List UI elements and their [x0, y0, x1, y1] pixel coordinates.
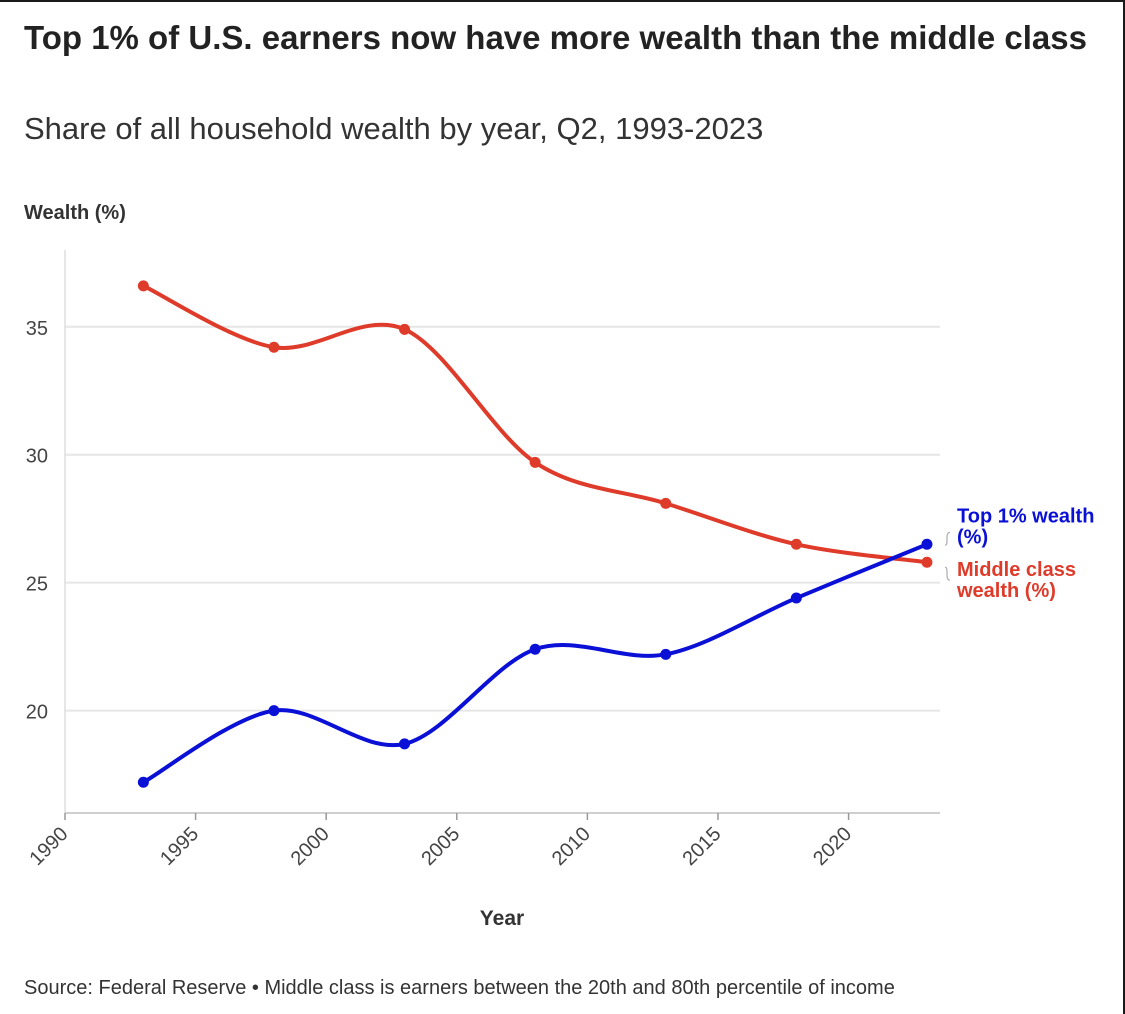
top-1-line — [141, 542, 929, 785]
middle-class-point-2023 — [921, 556, 933, 568]
middle-class-point-1993 — [137, 280, 149, 292]
middle-class-point-2013 — [660, 497, 672, 509]
x-tick-label: 1995 — [156, 823, 203, 870]
top-1-point-2008 — [529, 643, 541, 655]
top-1-point-2023 — [921, 538, 933, 550]
top-1-series-label: Top 1% wealth (%) — [957, 505, 1094, 548]
y-tick-label: 25 — [26, 574, 48, 596]
x-tick-label: 2020 — [809, 823, 856, 870]
x-tick-label: 2000 — [287, 823, 334, 870]
middle-class-point-2003 — [399, 323, 411, 335]
gridlines — [65, 325, 940, 712]
middle-class-point-2018 — [790, 538, 802, 550]
x-tick-label: 2010 — [548, 823, 595, 870]
series-labels: Top 1% wealth (%) Middle class wealth (%) — [944, 505, 1094, 602]
middle-class-label-bracket — [944, 566, 951, 581]
chart-subtitle: Share of all household wealth by year, Q… — [24, 111, 764, 146]
top-1-label-bracket — [944, 531, 951, 546]
line-chart: Wealth (%) 20 25 30 35 1990 1995 2000 2005 2010… — [24, 202, 1094, 930]
chart-title: Top 1% of U.S. earners now have more wea… — [24, 19, 1087, 56]
y-tick-label: 30 — [26, 446, 48, 468]
top-border — [0, 0, 1125, 2]
x-tick-label: 2015 — [678, 823, 725, 870]
top-1-point-1998 — [268, 705, 280, 717]
x-axis-ticks: 1990 1995 2000 2005 2010 2015 2020 — [26, 813, 856, 870]
right-border — [1123, 0, 1125, 1014]
middle-class-point-2008 — [529, 456, 541, 468]
middle-class-series-label: Middle class wealth (%) — [956, 559, 1076, 602]
top-1-point-2003 — [399, 738, 411, 750]
y-axis-ticks: 20 25 30 35 — [26, 318, 48, 724]
top-1-point-2018 — [790, 592, 802, 604]
y-tick-label: 35 — [26, 318, 48, 340]
middle-class-point-1998 — [268, 341, 280, 353]
top-1-point-1993 — [137, 776, 149, 788]
source-note: Source: Federal Reserve • Middle class i… — [24, 977, 895, 999]
x-tick-label: 1990 — [26, 823, 73, 870]
x-axis-title: Year — [480, 907, 524, 930]
series-layer — [137, 280, 933, 788]
y-axis-title: Wealth (%) — [24, 202, 126, 224]
y-tick-label: 20 — [26, 702, 48, 724]
top-1-point-2013 — [660, 648, 672, 660]
x-axis — [64, 250, 940, 814]
x-tick-label: 2005 — [417, 823, 464, 870]
